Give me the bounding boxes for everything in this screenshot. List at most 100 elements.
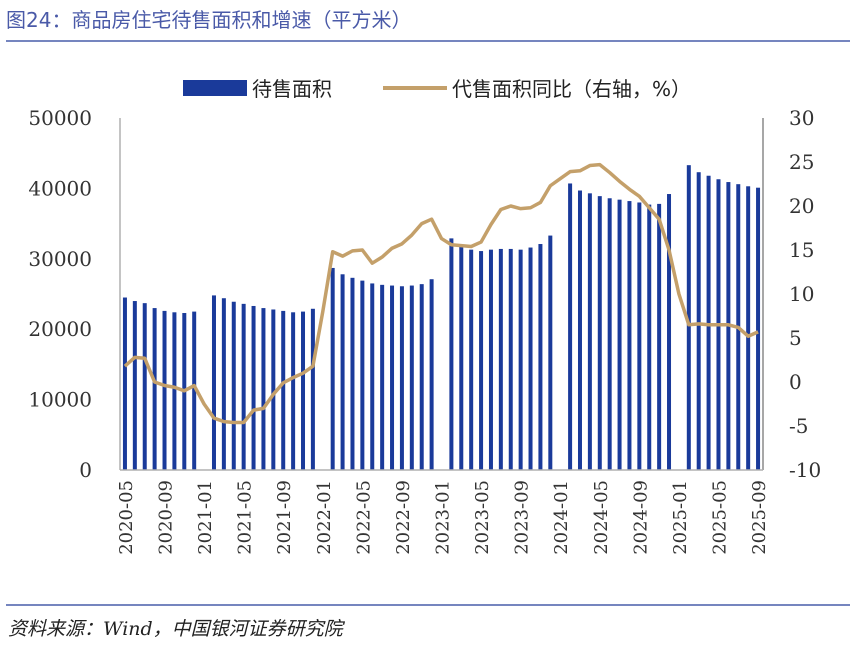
yoy-line bbox=[123, 162, 759, 425]
bar bbox=[291, 312, 296, 470]
bar bbox=[479, 251, 484, 470]
bar bbox=[518, 249, 523, 470]
bar bbox=[261, 308, 266, 470]
bar bbox=[172, 312, 177, 470]
x-tick-label: 2023-05 bbox=[472, 480, 493, 555]
x-tick-label: 2021-09 bbox=[274, 480, 295, 555]
x-tick-label: 2022-05 bbox=[353, 480, 374, 555]
x-tick-label: 2022-01 bbox=[314, 480, 335, 555]
left-tick-label: 10000 bbox=[28, 388, 92, 412]
left-tick-label: 20000 bbox=[28, 317, 92, 341]
right-tick-label: 5 bbox=[789, 326, 802, 350]
bar bbox=[587, 193, 592, 470]
left-tick-label: 30000 bbox=[28, 247, 92, 271]
right-axis: -10 -5 0 5 10 15 20 25 30 bbox=[762, 106, 821, 482]
bar bbox=[281, 310, 286, 470]
x-axis: 2020-05 2020-09 2021-01 2021-05 2021-09 2022-… bbox=[116, 469, 770, 555]
bar bbox=[350, 277, 355, 470]
x-tick-label: 2025-01 bbox=[670, 480, 691, 555]
bar-series bbox=[122, 165, 761, 471]
left-tick-label: 50000 bbox=[28, 106, 92, 130]
source-note: 资料来源：Wind，中国银河证券研究院 bbox=[8, 618, 343, 640]
bar bbox=[459, 244, 464, 470]
bar bbox=[192, 311, 197, 470]
bar bbox=[686, 165, 691, 471]
bar bbox=[122, 297, 127, 470]
x-tick-label: 2024-09 bbox=[630, 480, 651, 555]
bar bbox=[231, 301, 236, 470]
bar bbox=[330, 267, 335, 470]
bar bbox=[577, 190, 582, 470]
x-tick-label: 2024-05 bbox=[591, 480, 612, 555]
bar bbox=[340, 274, 345, 470]
legend-bar-swatch bbox=[183, 80, 247, 96]
left-tick-label: 0 bbox=[79, 458, 92, 482]
x-tick-label: 2020-05 bbox=[116, 480, 137, 555]
bar bbox=[548, 235, 553, 470]
right-tick-label: -10 bbox=[789, 458, 821, 482]
right-tick-label: -5 bbox=[789, 414, 808, 438]
bar bbox=[746, 186, 751, 471]
bar bbox=[607, 198, 612, 470]
bar bbox=[568, 183, 573, 470]
bar bbox=[409, 285, 414, 470]
bar bbox=[301, 311, 306, 470]
bar bbox=[360, 280, 365, 470]
x-tick-label: 2023-09 bbox=[512, 480, 533, 555]
x-tick-label: 2020-09 bbox=[156, 480, 177, 555]
x-tick-label: 2025-05 bbox=[709, 480, 730, 555]
bar bbox=[132, 301, 137, 470]
legend: 待售面积 代售面积同比（右轴，%） bbox=[183, 77, 691, 101]
x-tick-label: 2022-09 bbox=[393, 480, 414, 555]
bar bbox=[399, 286, 404, 470]
x-tick-label: 2025-09 bbox=[749, 480, 770, 555]
bar bbox=[617, 199, 622, 470]
bar bbox=[449, 238, 454, 470]
chart-title: 图24：商品房住宅待售面积和增速（平方米） bbox=[6, 8, 412, 32]
bar bbox=[251, 305, 256, 470]
bar bbox=[488, 249, 493, 470]
legend-line-label: 代售面积同比（右轴，%） bbox=[452, 77, 691, 101]
bar bbox=[508, 248, 513, 470]
x-tick-label: 2021-01 bbox=[195, 480, 216, 555]
bar bbox=[162, 310, 167, 470]
right-tick-label: 0 bbox=[789, 370, 802, 394]
x-tick-label: 2023-01 bbox=[433, 480, 454, 555]
bar bbox=[419, 284, 424, 470]
right-tick-label: 30 bbox=[789, 106, 814, 130]
legend-bar-label: 待售面积 bbox=[252, 77, 332, 101]
x-tick-label: 2021-05 bbox=[235, 480, 256, 555]
bar bbox=[667, 194, 672, 470]
bar bbox=[706, 175, 711, 471]
left-tick-label: 40000 bbox=[28, 176, 92, 200]
bar bbox=[637, 202, 642, 471]
bar bbox=[756, 187, 761, 470]
bar bbox=[597, 196, 602, 470]
x-tick-label: 2024-01 bbox=[551, 480, 572, 555]
bar bbox=[211, 295, 216, 470]
bar bbox=[380, 284, 385, 470]
title-rule bbox=[6, 40, 850, 42]
bar bbox=[370, 283, 375, 470]
right-tick-label: 15 bbox=[789, 238, 814, 262]
right-tick-label: 10 bbox=[789, 282, 814, 306]
left-axis: 0 10000 20000 30000 40000 50000 bbox=[28, 106, 121, 482]
source-rule bbox=[6, 604, 850, 606]
bar bbox=[627, 201, 632, 470]
right-tick-label: 25 bbox=[789, 150, 814, 174]
line-series bbox=[123, 162, 759, 425]
bar bbox=[528, 247, 533, 470]
bar bbox=[429, 279, 434, 470]
right-tick-label: 20 bbox=[789, 194, 814, 218]
bar bbox=[152, 308, 157, 470]
bar bbox=[657, 203, 662, 470]
bar bbox=[142, 303, 147, 470]
bar bbox=[390, 285, 395, 470]
bar bbox=[310, 308, 315, 470]
bar bbox=[498, 248, 503, 470]
bar bbox=[469, 249, 474, 470]
bar bbox=[221, 298, 226, 470]
bar bbox=[241, 303, 246, 470]
bar bbox=[696, 172, 701, 470]
